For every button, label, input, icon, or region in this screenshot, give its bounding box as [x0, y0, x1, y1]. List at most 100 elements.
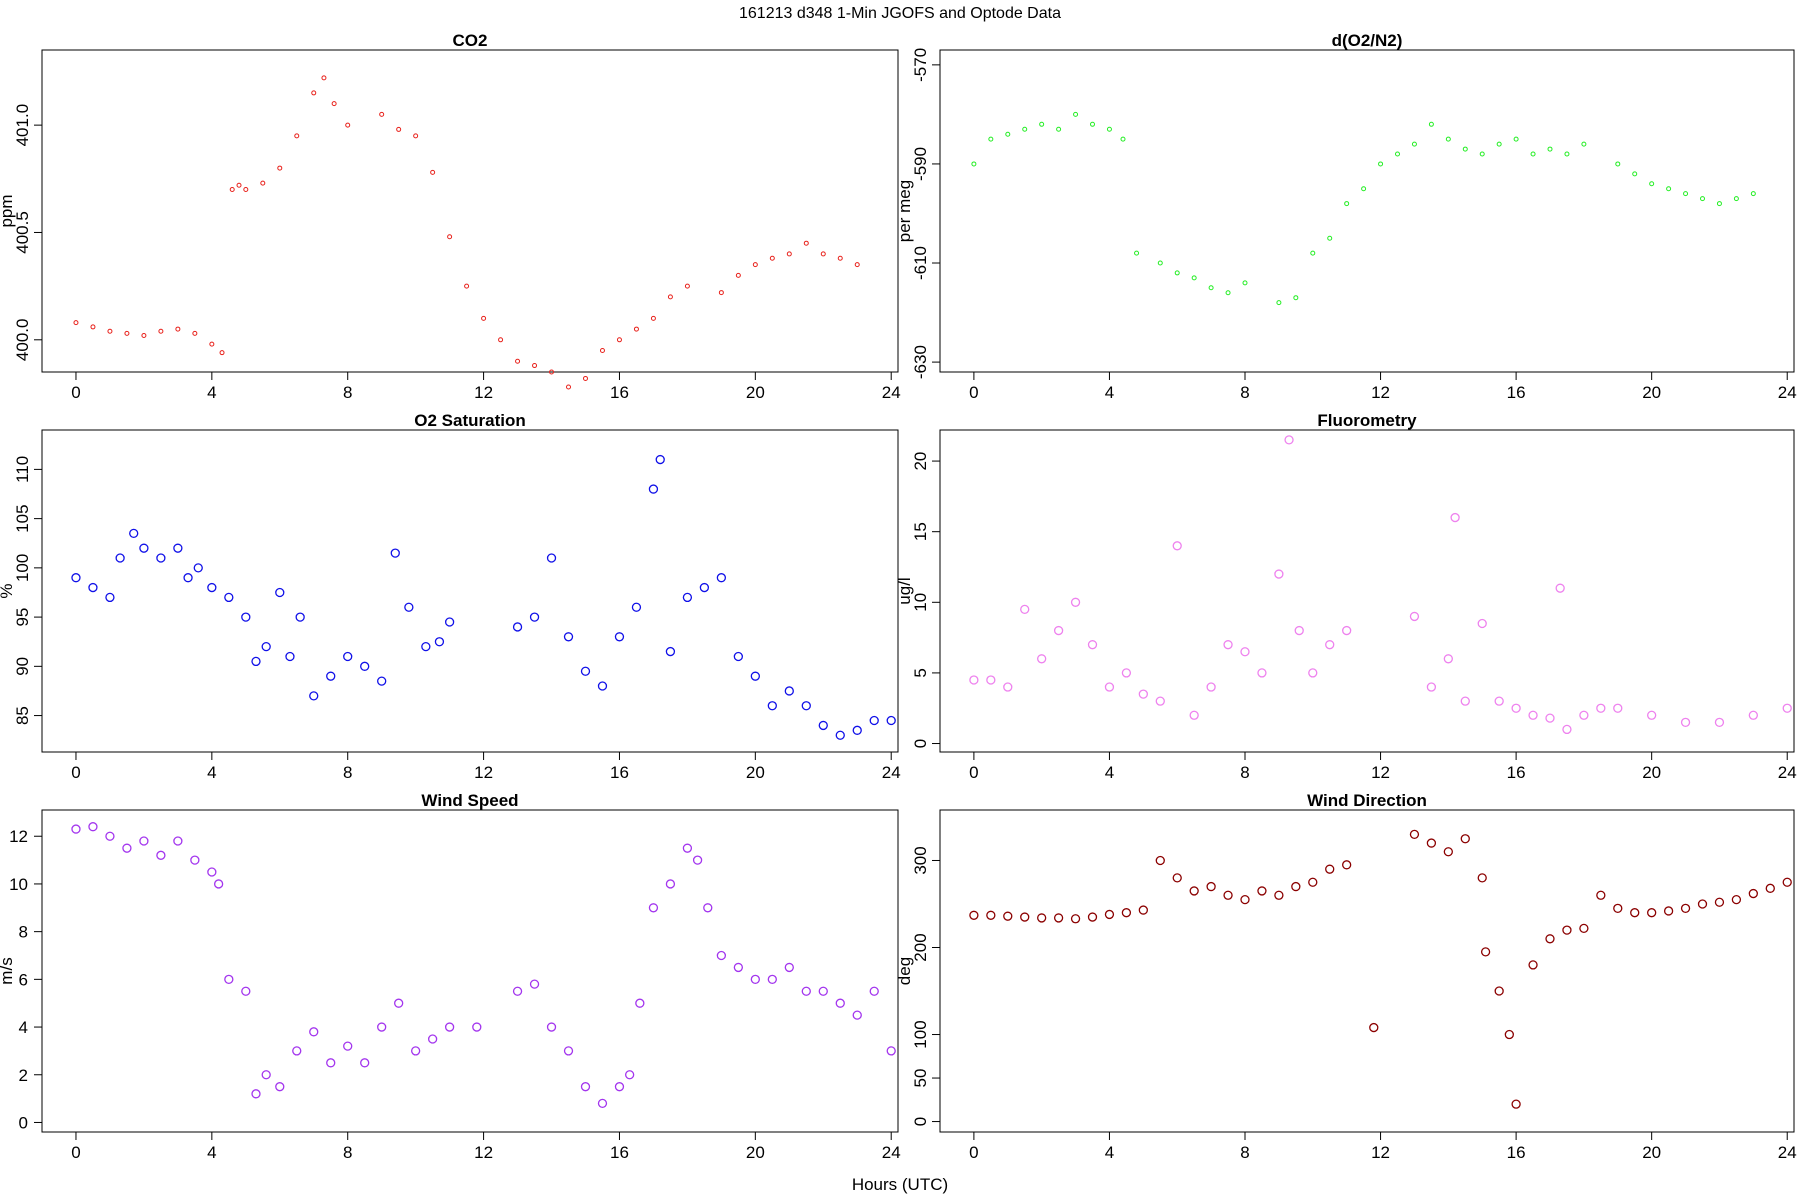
data-point-do2n2 — [1411, 141, 1417, 147]
x-tick-label-co2: 24 — [882, 383, 901, 402]
data-point-o2-saturation — [784, 686, 794, 696]
data-point-o2-saturation — [193, 563, 203, 573]
data-point-fluorometry — [1284, 435, 1294, 445]
data-point-co2 — [718, 290, 724, 296]
data-point-do2n2 — [1327, 235, 1333, 241]
data-point-o2-saturation — [750, 671, 760, 681]
data-point-o2-saturation — [682, 592, 693, 603]
data-point-co2 — [854, 262, 860, 268]
data-point-do2n2 — [1293, 295, 1299, 301]
data-point-do2n2 — [1056, 126, 1062, 132]
data-point-wind-direction — [1189, 886, 1199, 896]
data-point-co2 — [616, 337, 622, 343]
data-point-fluorometry — [1070, 597, 1081, 607]
data-point-fluorometry — [1748, 710, 1758, 720]
data-point-fluorometry — [1037, 654, 1047, 664]
y-axis-label-o2-saturation: % — [0, 583, 16, 598]
data-point-wind-speed — [224, 974, 234, 984]
data-point-wind-direction — [1460, 834, 1470, 844]
x-tick-label-co2: 20 — [746, 383, 765, 402]
data-point-fluorometry — [1460, 696, 1470, 706]
data-point-co2 — [141, 333, 147, 339]
data-point-wind-speed — [625, 1070, 635, 1080]
x-tick-label-wind-direction: 0 — [969, 1143, 978, 1162]
data-point-o2-saturation — [156, 553, 166, 563]
data-point-o2-saturation — [390, 548, 400, 558]
data-point-wind-direction — [1206, 881, 1216, 892]
data-point-fluorometry — [1562, 724, 1572, 735]
data-point-wind-direction — [1087, 912, 1098, 922]
y-tick-label-wind-speed: 10 — [9, 875, 28, 894]
data-point-wind-speed — [88, 822, 98, 832]
data-point-do2n2 — [1462, 146, 1468, 152]
data-point-wind-direction — [1480, 947, 1491, 957]
data-point-co2 — [158, 328, 164, 334]
data-point-o2-saturation — [512, 622, 523, 632]
data-point-wind-direction — [1070, 914, 1081, 924]
data-point-fluorometry — [1477, 618, 1487, 629]
panel-fluorometry: Fluorometry ug/l 0 4 8 12 16 20 24 0 5 10 15 20 — [895, 411, 1797, 782]
data-point-do2n2 — [1683, 191, 1689, 197]
panel-title-do2n2: d(O2/N2) — [1332, 31, 1403, 50]
data-point-wind-speed — [472, 1022, 482, 1032]
data-point-wind-speed — [801, 986, 811, 996]
data-point-wind-speed — [207, 867, 217, 877]
data-point-co2 — [124, 330, 130, 336]
data-point-fluorometry — [986, 675, 996, 685]
data-point-fluorometry — [1240, 647, 1250, 657]
x-tick-label-wind-speed: 24 — [882, 1143, 901, 1162]
data-point-o2-saturation — [546, 553, 557, 563]
data-point-wind-speed — [648, 903, 659, 913]
data-point-fluorometry — [1053, 625, 1064, 636]
data-point-fluorometry — [1274, 569, 1284, 579]
data-point-do2n2 — [1564, 151, 1570, 157]
x-tick-label-co2: 16 — [610, 383, 629, 402]
data-point-wind-direction — [1504, 1029, 1514, 1040]
data-point-fluorometry — [1257, 668, 1267, 678]
data-point-o2-saturation — [88, 582, 98, 593]
data-point-o2-saturation — [360, 661, 370, 671]
data-point-do2n2 — [1191, 275, 1197, 281]
data-point-wind-direction — [1342, 860, 1352, 870]
data-point-wind-speed — [597, 1098, 608, 1109]
data-point-do2n2 — [1022, 126, 1028, 132]
data-point-o2-saturation — [597, 681, 608, 691]
x-tick-label-fluorometry: 16 — [1507, 763, 1526, 782]
y-tick-label-fluorometry: 20 — [911, 452, 930, 471]
data-point-co2 — [260, 180, 266, 186]
data-point-fluorometry — [1426, 682, 1437, 692]
data-point-fluorometry — [1206, 682, 1216, 692]
x-tick-label-co2: 12 — [474, 383, 493, 402]
data-point-do2n2 — [1157, 260, 1163, 266]
x-tick-label-do2n2: 20 — [1642, 383, 1661, 402]
data-point-do2n2 — [1496, 141, 1502, 147]
data-point-o2-saturation — [801, 701, 811, 711]
data-point-fluorometry — [1782, 703, 1792, 713]
x-tick-label-fluorometry: 12 — [1371, 763, 1390, 782]
x-tick-label-o2-saturation: 16 — [610, 763, 629, 782]
x-tick-label-wind-direction: 12 — [1371, 1143, 1390, 1162]
data-point-wind-speed — [105, 831, 115, 841]
data-point-wind-speed — [512, 986, 523, 996]
y-axis-label-wind-direction: deg — [895, 957, 914, 985]
data-point-co2 — [192, 330, 198, 336]
data-point-co2 — [667, 294, 673, 300]
data-point-co2 — [396, 126, 402, 132]
data-point-wind-direction — [1291, 881, 1301, 892]
data-point-fluorometry — [1545, 713, 1555, 723]
data-point-wind-speed — [750, 974, 760, 984]
plot-frame-wind-speed — [41, 809, 899, 1133]
data-point-wind-direction — [1274, 890, 1284, 900]
data-point-co2 — [311, 90, 317, 96]
y-tick-label-o2-saturation: 110 — [13, 456, 32, 483]
x-tick-label-o2-saturation: 4 — [207, 763, 216, 782]
data-point-do2n2 — [1134, 250, 1140, 256]
data-point-co2 — [236, 182, 242, 188]
x-tick-label-wind-speed: 16 — [610, 1143, 629, 1162]
data-point-do2n2 — [1225, 290, 1231, 296]
data-point-wind-direction — [1240, 894, 1250, 905]
y-tick-label-o2-saturation: 100 — [13, 554, 32, 582]
data-point-wind-speed — [665, 879, 676, 889]
y-tick-label-co2: 400.0 — [13, 319, 32, 362]
